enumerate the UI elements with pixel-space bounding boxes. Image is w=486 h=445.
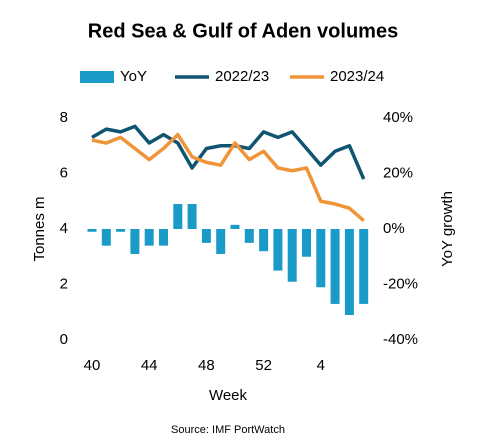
y-axis-label: Tonnes m (31, 196, 48, 261)
bar (316, 229, 326, 288)
x-tick-label: 44 (141, 357, 158, 374)
bar (101, 229, 111, 246)
bar (344, 229, 354, 316)
bar (273, 229, 283, 271)
x-tick-label: 40 (84, 357, 101, 374)
y-tick-label: 8 (60, 109, 68, 126)
bar (259, 229, 269, 252)
bar (116, 229, 126, 232)
bar (244, 229, 254, 243)
y2-tick-label: -40% (383, 331, 418, 348)
bar (359, 229, 369, 304)
bar (87, 229, 97, 232)
x-tick-label: 52 (255, 357, 272, 374)
line (91, 124, 366, 180)
bar (144, 229, 154, 246)
chart-title: Red Sea & Gulf of Aden volumes (88, 20, 398, 42)
y2-tick-label: 20% (383, 164, 413, 181)
y2-axis-label: YoY growth (439, 191, 456, 267)
y2-tick-label: 40% (383, 109, 413, 126)
bar (159, 229, 168, 246)
line (91, 132, 365, 222)
bar (302, 229, 311, 257)
bar (173, 204, 183, 229)
bar (201, 229, 211, 243)
source: Source: IMF PortWatch (171, 424, 285, 436)
legend-label: YoY (120, 68, 147, 85)
bar (216, 229, 226, 254)
legend-label: 2022/23 (215, 68, 269, 85)
y2-tick-label: -20% (383, 275, 418, 292)
bar (287, 229, 297, 282)
x-axis-label: Week (209, 387, 248, 404)
bar (230, 224, 240, 229)
y2-tick-label: 0% (383, 220, 405, 237)
bar (130, 229, 140, 254)
x-tick-label: 4 (317, 357, 325, 374)
bar (330, 229, 340, 304)
y-tick-label: 6 (60, 164, 68, 181)
bar (187, 204, 197, 229)
y-tick-label: 4 (60, 220, 68, 237)
legend-swatch (80, 71, 114, 83)
x-tick-label: 48 (198, 357, 215, 374)
legend-label: 2023/24 (330, 68, 384, 85)
y-tick-label: 0 (60, 331, 68, 348)
y-tick-label: 2 (60, 275, 68, 292)
